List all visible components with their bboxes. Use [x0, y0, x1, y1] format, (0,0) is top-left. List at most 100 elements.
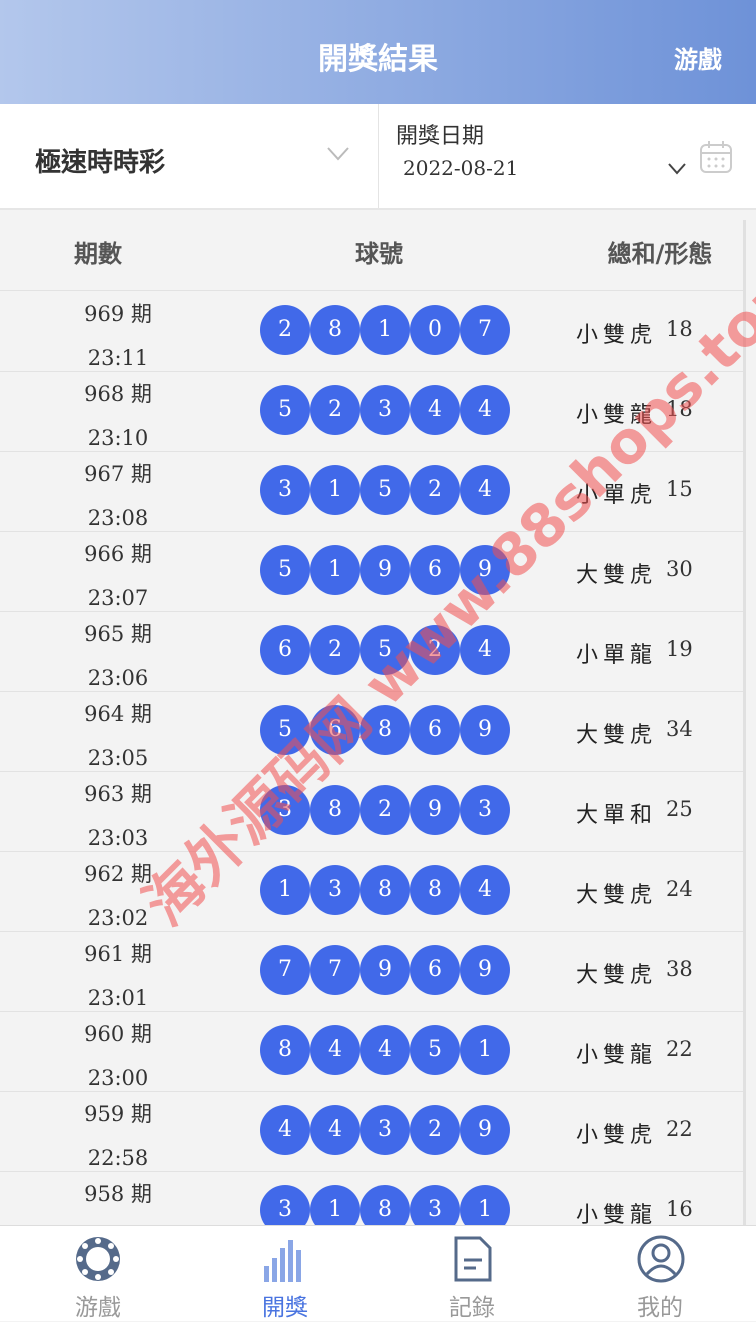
- result-row: 958 期 3 1 8 3 1 小雙龍 16: [0, 1171, 744, 1225]
- sum: 24: [666, 877, 693, 901]
- result-row: 965 期 23:06 6 2 5 2 4 小單龍 19: [0, 611, 744, 692]
- header-divider: [0, 290, 744, 291]
- ball: 9: [360, 545, 410, 595]
- sum: 16: [666, 1197, 693, 1221]
- nav-item[interactable]: 開獎: [262, 1295, 308, 1321]
- ball: 4: [360, 1025, 410, 1075]
- result-row: 963 期 23:03 3 8 2 9 3 大單和 25: [0, 771, 744, 852]
- ball: 3: [360, 1105, 410, 1155]
- period: 965 期: [84, 622, 152, 646]
- form: 小雙虎: [576, 1123, 658, 1148]
- column-header: 球號: [355, 240, 403, 268]
- period: 959 期: [84, 1102, 152, 1126]
- page-title: 開獎結果: [318, 42, 438, 77]
- sum: 18: [666, 397, 693, 421]
- draw-time: 23:06: [87, 666, 149, 690]
- ball: 3: [360, 385, 410, 435]
- draw-time: 23:10: [87, 426, 149, 450]
- ball: 3: [260, 785, 310, 835]
- draw-time: 23:08: [87, 506, 149, 530]
- period: 968 期: [84, 382, 152, 406]
- form: 小雙龍: [576, 1043, 658, 1068]
- ball: 4: [460, 385, 510, 435]
- period: 966 期: [84, 542, 152, 566]
- nav-item[interactable]: 記錄: [449, 1295, 495, 1321]
- nav-item[interactable]: 我的: [637, 1295, 683, 1321]
- form: 小雙虎: [576, 323, 658, 348]
- ball: 2: [310, 385, 360, 435]
- bottom-nav: 游戲 開獎 記錄 我的: [0, 1225, 756, 1321]
- ball: 2: [360, 785, 410, 835]
- sum: 22: [666, 1037, 693, 1061]
- ball: 9: [460, 1105, 510, 1155]
- scrollbar: [743, 220, 746, 1225]
- ball: 1: [310, 465, 360, 515]
- period: 963 期: [84, 782, 152, 806]
- period: 969 期: [84, 302, 152, 326]
- ball: 3: [460, 785, 510, 835]
- ball: 8: [360, 705, 410, 755]
- ball: 2: [410, 465, 460, 515]
- chevron: [327, 147, 349, 161]
- period: 961 期: [84, 942, 152, 966]
- ball: 1: [460, 1185, 510, 1225]
- chevron: [668, 163, 686, 175]
- ball: 6: [310, 705, 360, 755]
- result-row: 968 期 23:10 5 2 3 4 4 小雙龍 18: [0, 371, 744, 452]
- nav-item[interactable]: 游戲: [75, 1295, 121, 1321]
- ball: 5: [360, 465, 410, 515]
- result-row: 964 期 23:05 5 6 8 6 9 大雙虎 34: [0, 691, 744, 772]
- form: 大雙虎: [576, 883, 658, 908]
- ball: 5: [260, 705, 310, 755]
- form: 大雙虎: [576, 563, 658, 588]
- column-header: 總和/形態: [607, 240, 713, 268]
- sum: 15: [666, 477, 693, 501]
- ball: 2: [310, 625, 360, 675]
- period: 964 期: [84, 702, 152, 726]
- filter-bar: 極速時時彩 開獎日期 2022-08-21: [0, 104, 756, 210]
- ball: 9: [360, 945, 410, 995]
- ball: 9: [410, 785, 460, 835]
- form: 大雙虎: [576, 963, 658, 988]
- result-row: 967 期 23:08 3 1 5 2 4 小單虎 15: [0, 451, 744, 532]
- draw-time: 22:58: [87, 1146, 149, 1170]
- result-row: 959 期 22:58 4 4 3 2 9 小雙虎 22: [0, 1091, 744, 1172]
- ball: 4: [310, 1025, 360, 1075]
- ball: 4: [460, 865, 510, 915]
- result-row: 960 期 23:00 8 4 4 5 1 小雙龍 22: [0, 1011, 744, 1092]
- ball: 1: [260, 865, 310, 915]
- game-link[interactable]: 游戲: [674, 45, 722, 74]
- ball: 9: [460, 705, 510, 755]
- game-icon: [76, 1237, 120, 1281]
- sum: 25: [666, 797, 693, 821]
- result-row: 966 期 23:07 5 1 9 6 9 大雙虎 30: [0, 531, 744, 612]
- sum: 38: [666, 957, 693, 981]
- draw-time: 23:11: [87, 346, 149, 370]
- date-select[interactable]: 2022-08-21: [403, 156, 519, 180]
- draw-time: 23:03: [87, 826, 149, 850]
- ball: 5: [360, 625, 410, 675]
- game-select[interactable]: 極速時時彩: [35, 148, 166, 178]
- ball: 7: [460, 305, 510, 355]
- ball: 8: [310, 305, 360, 355]
- ball: 8: [360, 865, 410, 915]
- form: 小單龍: [576, 643, 658, 668]
- profile-icon: [637, 1235, 685, 1283]
- ball: 7: [260, 945, 310, 995]
- form: 小雙龍: [576, 403, 658, 428]
- ball: 3: [260, 1185, 310, 1225]
- period: 962 期: [84, 862, 152, 886]
- sum: 18: [666, 317, 693, 341]
- ball: 3: [260, 465, 310, 515]
- ball: 7: [310, 945, 360, 995]
- sum: 34: [666, 717, 693, 741]
- result-row: 969 期 23:11 2 8 1 0 7 小雙虎 18: [0, 291, 744, 372]
- ball: 9: [460, 945, 510, 995]
- draw-icon: [264, 1240, 301, 1282]
- period: 958 期: [84, 1182, 152, 1206]
- header: 開獎結果 游戲: [0, 0, 756, 104]
- record-icon: [454, 1236, 492, 1282]
- ball: 6: [410, 545, 460, 595]
- calendar-icon[interactable]: [699, 140, 733, 174]
